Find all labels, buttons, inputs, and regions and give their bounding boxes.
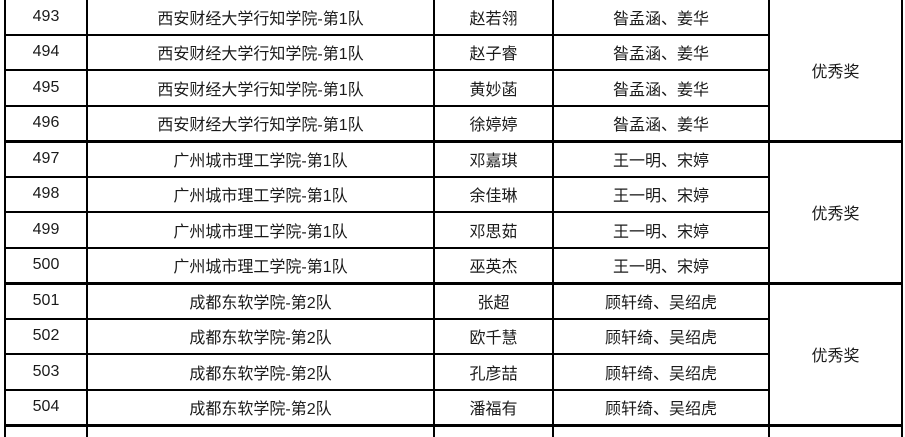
table-row: 501 成都东软学院-第2队 张超 顾轩绮、吴绍虎 优秀奖 [4, 282, 903, 427]
award-cell: 优秀奖 [768, 140, 903, 285]
advisors-cell: 昝孟涵、姜华 [552, 0, 770, 36]
table-row: 504 成都东软学院-第2队 潘福有 顾轩绮、吴绍虎 [4, 388, 902, 427]
team-cell: 西安财经大学行知学院-第1队 [86, 0, 435, 36]
student-name-cell: 邓思茹 [433, 211, 554, 249]
student-name-cell: 邓嘉琪 [433, 140, 554, 178]
table-row: 503 成都东软学院-第2队 孔彦喆 顾轩绮、吴绍虎 [4, 353, 902, 391]
award-cell: 优秀奖 [768, 0, 903, 143]
row-number-cell: 501 [4, 282, 88, 320]
advisors-cell: 顾轩绮、吴绍虎 [552, 317, 770, 355]
team-cell: 西安财经大学行知学院-第1队 [86, 33, 435, 71]
advisors-cell: 王一明、宋婷 [552, 246, 770, 285]
student-name-cell: 巫英杰 [433, 246, 554, 285]
table-row: 494 西安财经大学行知学院-第1队 赵子睿 昝孟涵、姜华 [4, 33, 902, 71]
team-cell: 广州城市理工学院-第1队 [86, 211, 435, 249]
team-cell: 西安财经大学行知学院-第1队 [86, 69, 435, 107]
team-cell: 广州城市理工学院-第1队 [86, 175, 435, 213]
table-row: 499 广州城市理工学院-第1队 邓思茹 王一明、宋婷 [4, 211, 902, 249]
row-number-cell: 493 [4, 0, 88, 36]
table-row: 500 广州城市理工学院-第1队 巫英杰 王一明、宋婷 [4, 246, 902, 285]
student-name-cell: 赵若翎 [433, 0, 554, 36]
row-number-cell: 499 [4, 211, 88, 249]
student-name-cell: 张超 [433, 282, 554, 320]
partial-next-row [4, 424, 903, 437]
advisors-cell: 王一明、宋婷 [552, 211, 770, 249]
advisors-cell: 王一明、宋婷 [552, 175, 770, 213]
table-row: 495 西安财经大学行知学院-第1队 黄妙菡 昝孟涵、姜华 [4, 69, 902, 107]
student-name-cell [433, 424, 554, 437]
row-number-cell: 500 [4, 246, 88, 285]
row-number-cell: 494 [4, 33, 88, 71]
award-cell [768, 424, 903, 437]
row-number-cell: 503 [4, 353, 88, 391]
row-number-cell: 495 [4, 69, 88, 107]
table-body: 493 西安财经大学行知学院-第1队 赵若翎 昝孟涵、姜华 优秀奖 494 西安财经大学行知… [4, 0, 903, 437]
table-row: 493 西安财经大学行知学院-第1队 赵若翎 昝孟涵、姜华 优秀奖 [4, 0, 903, 143]
team-cell: 西安财经大学行知学院-第1队 [86, 104, 435, 143]
row-number-cell: 504 [4, 388, 88, 427]
advisors-cell: 王一明、宋婷 [552, 140, 770, 178]
advisors-cell: 顾轩绮、吴绍虎 [552, 353, 770, 391]
team-cell: 广州城市理工学院-第1队 [86, 246, 435, 285]
team-cell: 广州城市理工学院-第1队 [86, 140, 435, 178]
team-cell [86, 424, 435, 437]
student-name-cell: 孔彦喆 [433, 353, 554, 391]
student-name-cell: 黄妙菡 [433, 69, 554, 107]
student-name-cell: 潘福有 [433, 388, 554, 427]
table-row: 497 广州城市理工学院-第1队 邓嘉琪 王一明、宋婷 优秀奖 [4, 140, 903, 285]
row-number-cell: 496 [4, 104, 88, 143]
row-number-cell: 498 [4, 175, 88, 213]
advisors-cell: 顾轩绮、吴绍虎 [552, 388, 770, 427]
award-results-table: 493 西安财经大学行知学院-第1队 赵若翎 昝孟涵、姜华 优秀奖 494 西安财经大学行知… [4, 0, 903, 437]
table-row: 496 西安财经大学行知学院-第1队 徐婷婷 昝孟涵、姜华 [4, 104, 902, 143]
team-cell: 成都东软学院-第2队 [86, 317, 435, 355]
row-number-cell [4, 424, 88, 437]
student-name-cell: 余佳琳 [433, 175, 554, 213]
student-name-cell: 徐婷婷 [433, 104, 554, 143]
table-row: 502 成都东软学院-第2队 欧千慧 顾轩绮、吴绍虎 [4, 317, 902, 355]
team-cell: 成都东软学院-第2队 [86, 282, 435, 320]
student-name-cell: 赵子睿 [433, 33, 554, 71]
table-row: 498 广州城市理工学院-第1队 余佳琳 王一明、宋婷 [4, 175, 902, 213]
results-table-viewport: 493 西安财经大学行知学院-第1队 赵若翎 昝孟涵、姜华 优秀奖 494 西安财经大学行知… [4, 0, 905, 437]
team-cell: 成都东软学院-第2队 [86, 388, 435, 427]
student-name-cell: 欧千慧 [433, 317, 554, 355]
advisors-cell: 昝孟涵、姜华 [552, 69, 770, 107]
advisors-cell: 昝孟涵、姜华 [552, 33, 770, 71]
advisors-cell: 顾轩绮、吴绍虎 [552, 282, 770, 320]
team-cell: 成都东软学院-第2队 [86, 353, 435, 391]
award-cell: 优秀奖 [768, 282, 903, 427]
row-number-cell: 502 [4, 317, 88, 355]
advisors-cell: 昝孟涵、姜华 [552, 104, 770, 143]
advisors-cell [552, 424, 770, 437]
row-number-cell: 497 [4, 140, 88, 178]
